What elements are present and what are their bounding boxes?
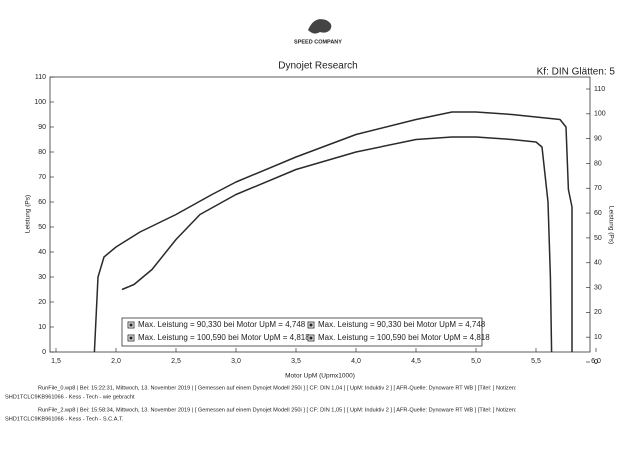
y2-tick-label: 30 [594, 284, 602, 291]
y-tick-label: 0 [42, 349, 46, 356]
x-tick-label: 2,0 [111, 358, 121, 365]
footer-line: SHD1TCLC9KB961066 - Kess - Tech - S.C.A.… [5, 416, 124, 422]
y2-tick-label: 40 [594, 260, 602, 267]
legend [121, 317, 483, 347]
power-curve [93, 111, 573, 353]
y-tick-label: 100 [34, 99, 46, 106]
y2-tick-label: 10 [594, 334, 602, 341]
legend-label: Max. Leistung = 90,330 bei Motor UpM = 4… [318, 320, 486, 329]
y2-tick-label: 50 [594, 235, 602, 242]
chart-title: Dynojet Research [278, 61, 357, 72]
logo [308, 19, 332, 34]
y-tick-label: 60 [38, 199, 46, 206]
y-axis-label: Leistung (Ps) [25, 195, 32, 233]
legend-marker-dot [129, 336, 133, 340]
brand: SPEED COMPANY [294, 39, 342, 45]
x-tick-label: 2,5 [171, 358, 181, 365]
legend-label: Max. Leistung = 90,330 bei Motor UpM = 4… [138, 320, 306, 329]
plot-frame [49, 76, 591, 353]
legend-label: Max. Leistung = 100,590 bei Motor UpM = … [318, 333, 490, 342]
legend-marker-dot [129, 323, 133, 327]
y2-tick-label: 80 [594, 160, 602, 167]
x-tick-label: 4,0 [351, 358, 361, 365]
x-tick-label: 3,5 [291, 358, 301, 365]
y2-tick-label: 60 [594, 210, 602, 217]
y-tick-label: 30 [38, 274, 46, 281]
footer-line: SHD1TCLC9KB961066 - Kess - Tech - wie ge… [5, 394, 135, 400]
y2-tick-label: 110 [594, 86, 605, 93]
y-tick-label: 110 [35, 74, 46, 81]
power-curve [121, 136, 553, 353]
y-tick-label: 80 [38, 149, 46, 156]
footer-line: RunFile_2.wp8 | Bei: 15:58:34, Mittwoch,… [38, 407, 517, 413]
y2-tick-label: 100 [594, 111, 606, 118]
x-axis-label: Motor UpM (Upmx1000) [285, 373, 355, 380]
legend-label: Max. Leistung = 100,590 bei Motor UpM = … [138, 333, 310, 342]
y-tick-label: 90 [38, 124, 46, 131]
x-tick-label: 1,5 [51, 358, 61, 365]
footer-line: RunFile_0.wp8 | Bei: 15:22:31, Mittwoch,… [38, 385, 517, 391]
y-tick-label: 50 [38, 224, 46, 231]
x-tick-label: 5,5 [531, 358, 541, 365]
y2-tick-label: 0 [594, 359, 598, 366]
y-tick-label: 10 [38, 324, 46, 331]
y-tick-label: 40 [38, 249, 46, 256]
x-tick-label: 6,0 [591, 358, 601, 365]
legend-marker-dot [309, 336, 313, 340]
x-tick-label: 3,0 [231, 358, 241, 365]
smoothing: Kf: DIN Glätten: 5 [537, 67, 616, 78]
x-tick-label: 4,5 [411, 358, 421, 365]
y-tick-label: 20 [38, 299, 46, 306]
y-tick-label: 70 [38, 174, 46, 181]
y2-tick-label: 70 [594, 185, 602, 192]
y2-tick-label: 90 [594, 135, 602, 142]
y2-tick-label: 20 [594, 309, 602, 316]
x-tick-label: 5,0 [471, 358, 481, 365]
legend-marker-dot [309, 323, 313, 327]
y2-axis-label: Leistung (Ps) [607, 206, 614, 244]
